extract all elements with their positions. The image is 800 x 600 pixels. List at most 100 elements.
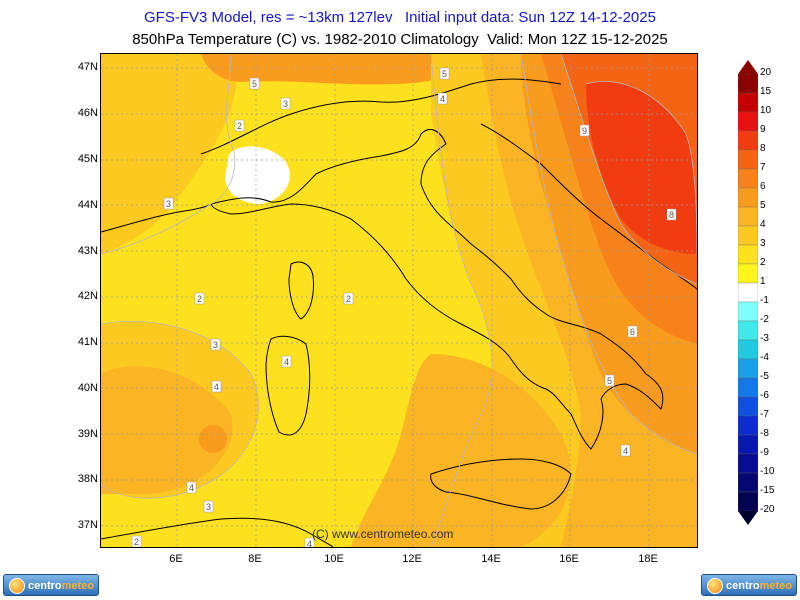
colorbar-swatch: [738, 92, 758, 113]
contour-label: 5: [607, 376, 612, 386]
contour-label-box: [203, 500, 214, 513]
contour-label-layer: 5 3 5 4 2 9 3 8 2 2 4 6 5 3 4 4 4 3 2 4: [131, 67, 677, 547]
colorbar-label: -8: [760, 428, 769, 439]
contour-label: 4: [284, 357, 289, 367]
contour-label-box: [579, 124, 590, 137]
contour-label: 8: [669, 210, 674, 220]
colorbar-swatch: [738, 434, 758, 455]
lon-label-8e: 8E: [248, 553, 262, 565]
colorbar-swatch: [738, 168, 758, 189]
contour-label-box: [249, 77, 260, 90]
colorbar-swatch: [738, 187, 758, 208]
colorbar-label: 7: [760, 162, 766, 173]
france-coast: [101, 203, 212, 233]
contour-label: 2: [197, 294, 202, 304]
colorbar-label: -2: [760, 314, 769, 325]
colorbar-swatch: [738, 301, 758, 322]
lat-label-41n: 41N: [77, 336, 98, 348]
lon-label-6e: 6E: [169, 553, 183, 565]
colorbar-bottom-arrow: [738, 511, 758, 525]
colorbar-label: -4: [760, 352, 769, 363]
lat-label-47n: 47N: [77, 61, 98, 73]
colorbar-swatch: [738, 111, 758, 132]
colorbar-label: 2: [760, 257, 766, 268]
colorbar-label: -7: [760, 409, 769, 420]
africa-coast: [101, 517, 334, 547]
lat-label-46n: 46N: [77, 107, 98, 119]
logo-text-a: centro: [28, 580, 62, 592]
centrometeo-logo-right[interactable]: centrometeo: [701, 574, 797, 596]
lat-label-38n: 38N: [77, 473, 98, 485]
colorbar-label: -10: [760, 466, 775, 477]
colorbar-swatch: [738, 453, 758, 474]
contour-label: 9: [582, 126, 587, 136]
contour-label: 2: [346, 294, 351, 304]
contour-label: 3: [283, 99, 288, 109]
field-alps-5: [201, 54, 481, 85]
colorbar-swatch: [738, 358, 758, 379]
colorbar-top-arrow: [738, 60, 758, 74]
lat-label-45n: 45N: [77, 153, 98, 165]
coastlines: [101, 78, 697, 547]
colorbar-swatch: [738, 396, 758, 417]
colorbar-label: 6: [760, 181, 766, 192]
field-northwest-warm: [101, 54, 237, 254]
colorbar-swatch: [738, 377, 758, 398]
temperature-map[interactable]: 5 3 5 4 2 9 3 8 2 2 4 6 5 3 4 4 4 3 2 4: [100, 53, 698, 548]
colorbar: [738, 60, 758, 525]
field-sw-4: [101, 366, 233, 494]
colorbar-swatch: [738, 149, 758, 170]
contour-label: 5: [252, 79, 257, 89]
contour-label-box: [163, 197, 174, 210]
colorbar-label: 15: [760, 86, 772, 97]
lat-label-43n: 43N: [77, 245, 98, 257]
contour-label-box: [194, 292, 205, 305]
colorbar-label: 9: [760, 124, 766, 135]
colorbar-label: 20: [760, 67, 772, 78]
colorbar-swatch: [738, 339, 758, 360]
sardinia-outline: [265, 335, 311, 436]
contour-label-box: [437, 92, 448, 105]
italy-outline: [210, 129, 664, 450]
logo-text-b: meteo: [759, 580, 793, 592]
colorbar-label: -15: [760, 485, 775, 496]
contour-label-box: [620, 444, 631, 457]
colorbar-swatch: [738, 225, 758, 246]
model-title: GFS-FV3 Model, res = ~13km 127lev Initia…: [144, 9, 656, 26]
contour-label-box: [439, 67, 450, 80]
contour-label-box: [666, 208, 677, 221]
field-south-4: [351, 354, 571, 547]
lon-label-18e: 18E: [638, 553, 658, 565]
contour-label-box: [627, 325, 638, 338]
contour-label-box: [234, 119, 245, 132]
contour-label: 2: [134, 537, 139, 547]
colorbar-label: 10: [760, 105, 772, 116]
lat-label-37n: 37N: [77, 519, 98, 531]
centrometeo-logo-left[interactable]: centrometeo: [3, 574, 99, 596]
sun-logo-icon: [9, 578, 25, 594]
contour-label: 4: [440, 94, 445, 104]
logo-text-b: meteo: [61, 580, 95, 592]
colorbar-swatch: [738, 491, 758, 512]
contour-label: 3: [206, 502, 211, 512]
graticule: [101, 54, 697, 547]
contour-label: 5: [442, 69, 447, 79]
contour-label-box: [210, 338, 221, 351]
colorbar-swatch: [738, 244, 758, 265]
colorbar-swatch: [738, 130, 758, 151]
colorbar-label: -1: [760, 295, 769, 306]
contour-label: 4: [623, 446, 628, 456]
copyright-text: (C) www.centrometeo.com: [312, 527, 454, 541]
contour-lines: [101, 54, 697, 547]
alpine-border: [200, 78, 562, 155]
colorbar-label: 1: [760, 276, 766, 287]
colorbar-swatch: [738, 415, 758, 436]
logo-text-a: centro: [726, 580, 760, 592]
contour-label: 4: [214, 382, 219, 392]
contour-label-box: [343, 292, 354, 305]
field-title: 850hPa Temperature (C) vs. 1982-2010 Cli…: [132, 31, 668, 48]
colorbar-label: 8: [760, 143, 766, 154]
sun-logo-icon: [707, 578, 723, 594]
colorbar-label: 3: [760, 238, 766, 249]
contour-label: 3: [166, 199, 171, 209]
